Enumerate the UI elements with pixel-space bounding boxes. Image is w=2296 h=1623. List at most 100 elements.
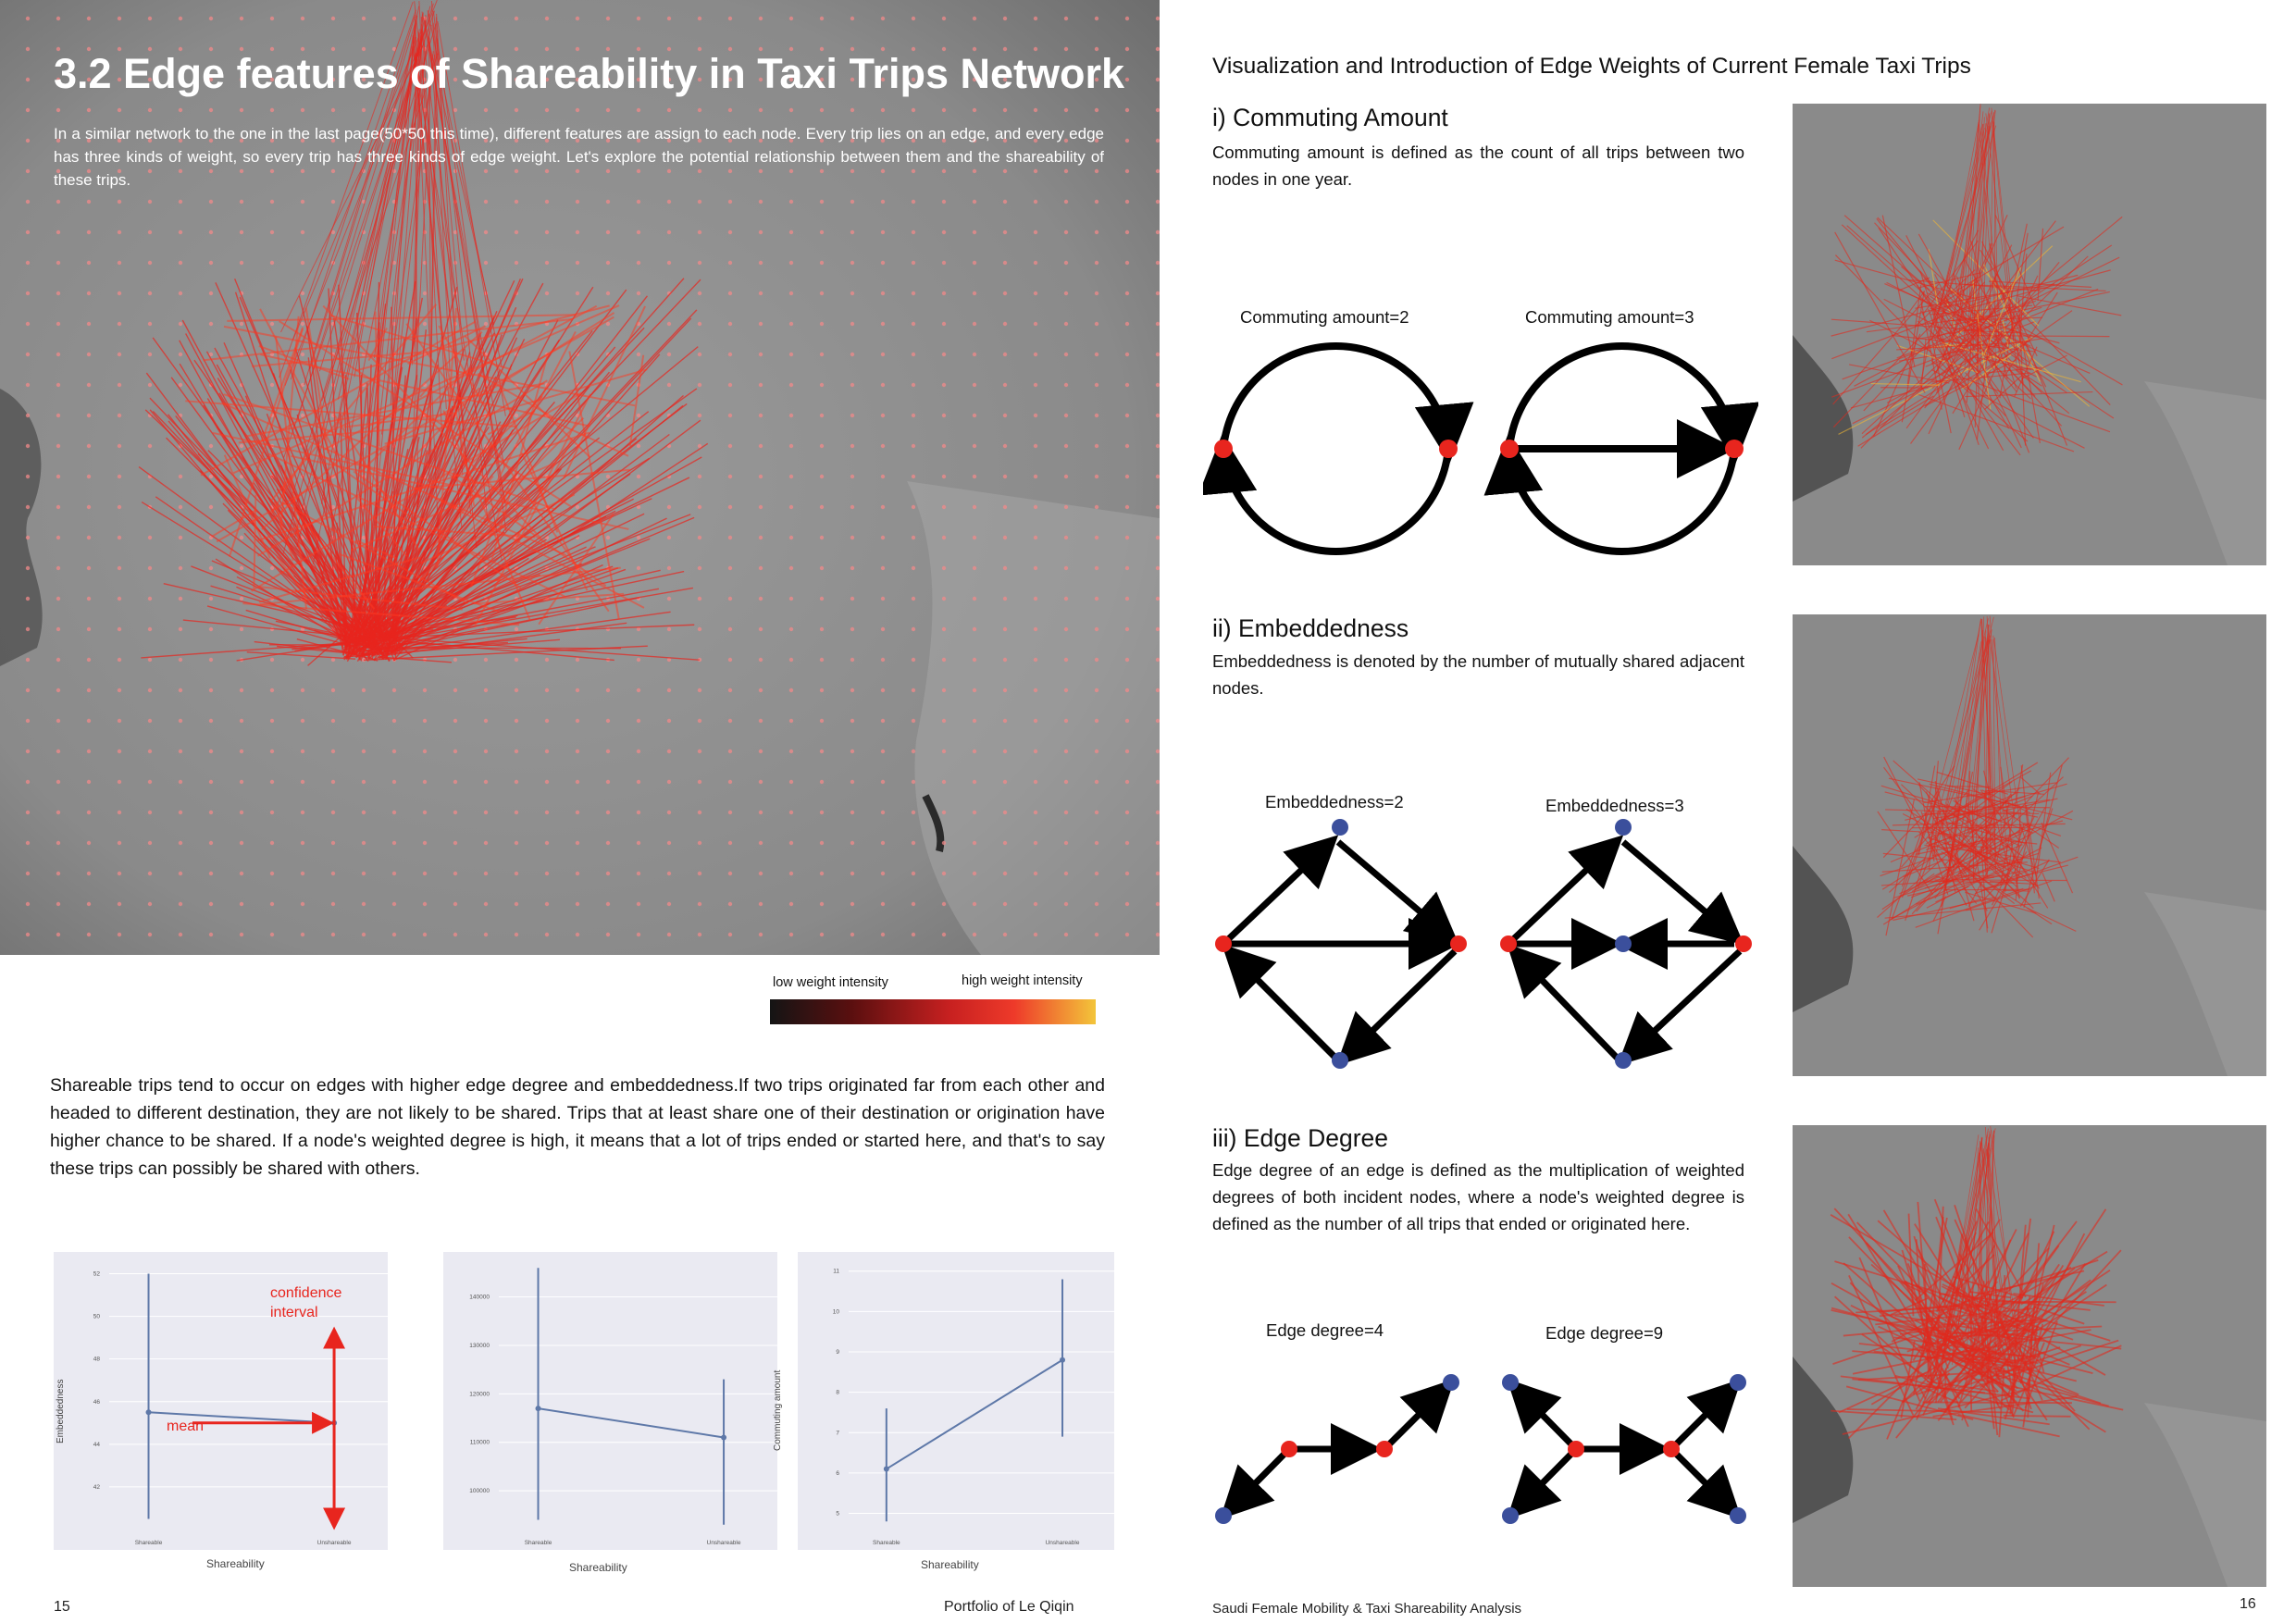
grid-node: [1094, 657, 1099, 663]
thumb-edge: [1990, 255, 2089, 350]
thumb-edge: [1965, 891, 2037, 914]
grid-node: [972, 474, 977, 479]
grid-node: [941, 901, 947, 907]
grid-node: [514, 718, 519, 724]
grid-node: [1002, 16, 1008, 21]
grid-node: [1002, 657, 1008, 663]
grid-node: [819, 657, 825, 663]
trip-edge: [203, 317, 573, 362]
grid-node: [147, 16, 153, 21]
grid-node: [1063, 779, 1069, 785]
trip-edge: [191, 565, 384, 641]
grid-node: [147, 810, 153, 815]
grid-node: [361, 107, 366, 113]
x-tick-label: Shareable: [525, 1540, 552, 1546]
network-map-image: [0, 0, 1160, 955]
grid-node: [911, 504, 916, 510]
grid-node: [56, 291, 61, 296]
trip-edge: [368, 574, 540, 649]
thumb-edge: [1860, 296, 2009, 449]
thumb-edge: [1905, 810, 1942, 922]
grid-node: [972, 901, 977, 907]
thumb-edge: [1928, 810, 1988, 911]
intro-paragraph: In a similar network to the one in the l…: [54, 125, 1104, 189]
grid-node: [972, 810, 977, 815]
grid-node: [727, 565, 733, 571]
grid-node: [147, 199, 153, 204]
grid-node: [1033, 901, 1038, 907]
grid-node: [788, 321, 794, 327]
thumb-edge: [1915, 1346, 2061, 1396]
thumb-edge: [1945, 1311, 1970, 1329]
thumb-edge: [2022, 1325, 2039, 1428]
thumb-edge: [1990, 1125, 2021, 1384]
grid-node: [636, 168, 641, 174]
grid-node: [544, 291, 550, 296]
grid-node: [1033, 474, 1038, 479]
grid-node: [1155, 474, 1160, 479]
thumb-edge: [1988, 112, 1994, 362]
thumb-edge: [1967, 803, 1989, 929]
commuting-amount-diagram: [1203, 342, 1758, 555]
trip-edge: [350, 569, 661, 641]
grid-node: [697, 199, 702, 204]
grid-node: [544, 138, 550, 143]
grid-node: [758, 474, 763, 479]
thumb-edge: [1937, 1407, 2050, 1426]
grid-node: [269, 779, 275, 785]
thumb-edge: [1881, 873, 1935, 911]
thumb-edge: [1931, 128, 1985, 340]
thumb-edge: [1882, 852, 1955, 861]
grid-node: [1002, 321, 1008, 327]
grid-node: [1033, 352, 1038, 357]
x-tick-label: Unshareable: [1046, 1540, 1080, 1546]
grid-node: [514, 932, 519, 937]
trip-edge: [256, 379, 548, 557]
grid-node: [697, 871, 702, 876]
grid-node: [727, 504, 733, 510]
thumb-edge: [1931, 1148, 1987, 1379]
grid-node: [147, 657, 153, 663]
mean-line: [148, 1411, 335, 1424]
thumb-edge: [1879, 1303, 1973, 1313]
grid-node: [56, 810, 61, 815]
grid-node: [575, 688, 580, 693]
thumb-edge: [1986, 615, 1996, 871]
grid-node: [1002, 901, 1008, 907]
legend-gradient-bar: [770, 999, 1096, 1024]
thumb-edge: [1967, 114, 1990, 318]
grid-node: [1033, 565, 1038, 571]
grid-node: [239, 16, 244, 21]
section-edge-degree-text: Edge degree of an edge is defined as the…: [1212, 1160, 1744, 1233]
grid-node: [300, 260, 305, 266]
grid-node: [1094, 199, 1099, 204]
grid-node: [1124, 871, 1130, 876]
grid-node: [880, 382, 886, 388]
grid-node: [880, 749, 886, 754]
grid-node: [788, 138, 794, 143]
y-tick-label: 46: [93, 1399, 101, 1406]
embeddedness-3-label: Embeddedness=3: [1545, 796, 1684, 815]
grid-node: [697, 688, 702, 693]
thumb-edge: [1940, 122, 1980, 324]
thumb-edge: [1979, 851, 2028, 931]
grid-node: [1094, 382, 1099, 388]
grid-node: [178, 932, 183, 937]
trip-edge: [317, 452, 416, 521]
grid-node: [544, 77, 550, 82]
grid-node: [697, 901, 702, 907]
grid-node: [1155, 596, 1160, 601]
grid-node: [1033, 229, 1038, 235]
grid-node: [1063, 901, 1069, 907]
grid-node: [850, 382, 855, 388]
thumb-edge: [1967, 269, 2111, 310]
grid-node: [361, 871, 366, 876]
trip-edge: [506, 393, 591, 558]
grid-node: [1094, 901, 1099, 907]
grid-node: [880, 260, 886, 266]
grid-node: [850, 596, 855, 601]
grid-node: [208, 840, 214, 846]
grid-node: [850, 229, 855, 235]
grid-node: [56, 657, 61, 663]
grid-node: [972, 199, 977, 204]
